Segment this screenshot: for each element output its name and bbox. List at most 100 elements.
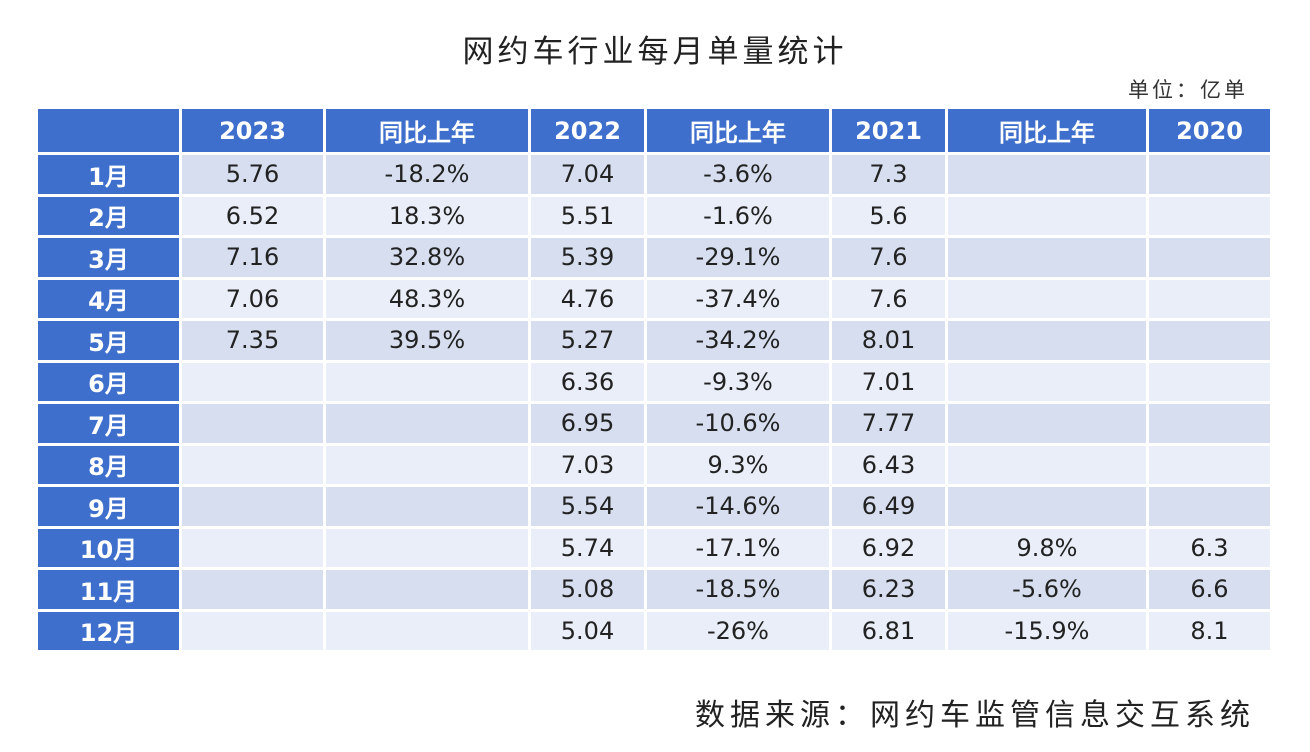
table-row: 12月 5.04 -26% 6.81 -15.9% 8.1 — [38, 611, 1270, 650]
table-cell — [326, 404, 528, 443]
table-cell: -1.6% — [647, 196, 829, 235]
table-cell: 6.49 — [832, 487, 945, 526]
table-cell: 5.6 — [832, 196, 945, 235]
data-table: 2023 同比上年 2022 同比上年 2021 同比上年 2020 1月 5.76 -18.2… — [35, 106, 1273, 653]
page-title: 网约车行业每月单量统计 — [462, 34, 848, 70]
table-cell: 5.74 — [531, 528, 644, 567]
table-cell: -5.6% — [948, 570, 1146, 609]
table-cell: 8.1 — [1149, 611, 1270, 650]
month-label: 11月 — [38, 570, 179, 609]
table-cell: 7.06 — [182, 279, 323, 318]
table-row: 9月 5.54 -14.6% 6.49 — [38, 487, 1270, 526]
table-cell: -26% — [647, 611, 829, 650]
table-cell: 6.95 — [531, 404, 644, 443]
table-cell: -37.4% — [647, 279, 829, 318]
table-row: 1月 5.76 -18.2% 7.04 -3.6% 7.3 — [38, 155, 1270, 194]
table-cell — [326, 570, 528, 609]
table-cell — [1149, 404, 1270, 443]
table-cell: -10.6% — [647, 404, 829, 443]
month-label: 9月 — [38, 487, 179, 526]
table-cell — [948, 404, 1146, 443]
table-cell — [948, 155, 1146, 194]
table-cell: 9.3% — [647, 445, 829, 484]
table-cell: 32.8% — [326, 238, 528, 277]
table-cell: 7.03 — [531, 445, 644, 484]
table-cell: 7.16 — [182, 238, 323, 277]
table-row: 5月 7.35 39.5% 5.27 -34.2% 8.01 — [38, 321, 1270, 360]
table-cell: 6.43 — [832, 445, 945, 484]
table-cell: -9.3% — [647, 362, 829, 401]
table-cell: 6.36 — [531, 362, 644, 401]
month-label: 8月 — [38, 445, 179, 484]
table-row: 6月 6.36 -9.3% 7.01 — [38, 362, 1270, 401]
table-cell — [1149, 279, 1270, 318]
table-cell — [948, 196, 1146, 235]
month-label: 4月 — [38, 279, 179, 318]
table-cell: 7.3 — [832, 155, 945, 194]
table-cell — [1149, 321, 1270, 360]
table-cell: -34.2% — [647, 321, 829, 360]
table-cell — [326, 611, 528, 650]
table-row: 7月 6.95 -10.6% 7.77 — [38, 404, 1270, 443]
table-cell — [326, 528, 528, 567]
table-cell: 4.76 — [531, 279, 644, 318]
table-cell: 6.3 — [1149, 528, 1270, 567]
table-cell: 18.3% — [326, 196, 528, 235]
header-row: 2023 同比上年 2022 同比上年 2021 同比上年 2020 — [38, 109, 1270, 152]
table-cell: 5.27 — [531, 321, 644, 360]
table-cell: 48.3% — [326, 279, 528, 318]
column-header: 同比上年 — [647, 109, 829, 152]
column-header: 2021 — [832, 109, 945, 152]
table-row: 8月 7.03 9.3% 6.43 — [38, 445, 1270, 484]
table-cell: 5.54 — [531, 487, 644, 526]
table-row: 10月 5.74 -17.1% 6.92 9.8% 6.3 — [38, 528, 1270, 567]
table-cell — [1149, 238, 1270, 277]
table-cell — [948, 238, 1146, 277]
table-cell — [948, 362, 1146, 401]
table-cell — [182, 528, 323, 567]
table-row: 4月 7.06 48.3% 4.76 -37.4% 7.6 — [38, 279, 1270, 318]
table-cell: 5.39 — [531, 238, 644, 277]
month-label: 10月 — [38, 528, 179, 567]
table-cell: -29.1% — [647, 238, 829, 277]
table-cell — [948, 321, 1146, 360]
table-cell: 6.23 — [832, 570, 945, 609]
table-cell — [948, 279, 1146, 318]
table-cell — [326, 445, 528, 484]
column-header: 2022 — [531, 109, 644, 152]
table-cell: 5.08 — [531, 570, 644, 609]
month-label: 7月 — [38, 404, 179, 443]
table-row: 3月 7.16 32.8% 5.39 -29.1% 7.6 — [38, 238, 1270, 277]
table-cell: 39.5% — [326, 321, 528, 360]
column-header — [38, 109, 179, 152]
table-row: 11月 5.08 -18.5% 6.23 -5.6% 6.6 — [38, 570, 1270, 609]
table-cell — [326, 362, 528, 401]
column-header: 同比上年 — [948, 109, 1146, 152]
table-cell — [182, 611, 323, 650]
table-cell — [182, 487, 323, 526]
table-cell — [1149, 445, 1270, 484]
table-cell: -15.9% — [948, 611, 1146, 650]
table-cell: 7.77 — [832, 404, 945, 443]
table-cell: 8.01 — [832, 321, 945, 360]
table-cell — [182, 570, 323, 609]
table-cell: 7.6 — [832, 238, 945, 277]
table-cell: -14.6% — [647, 487, 829, 526]
month-label: 2月 — [38, 196, 179, 235]
table-cell: 6.92 — [832, 528, 945, 567]
table-cell — [182, 445, 323, 484]
table-cell: 7.01 — [832, 362, 945, 401]
month-label: 6月 — [38, 362, 179, 401]
table-cell: 6.52 — [182, 196, 323, 235]
table-cell: -18.5% — [647, 570, 829, 609]
table-cell: -18.2% — [326, 155, 528, 194]
table-row: 2月 6.52 18.3% 5.51 -1.6% 5.6 — [38, 196, 1270, 235]
table-cell — [1149, 155, 1270, 194]
table-cell — [182, 362, 323, 401]
column-header: 2020 — [1149, 109, 1270, 152]
month-label: 5月 — [38, 321, 179, 360]
table-cell — [182, 404, 323, 443]
table-cell: 7.6 — [832, 279, 945, 318]
table-cell: 6.81 — [832, 611, 945, 650]
table-cell — [326, 487, 528, 526]
